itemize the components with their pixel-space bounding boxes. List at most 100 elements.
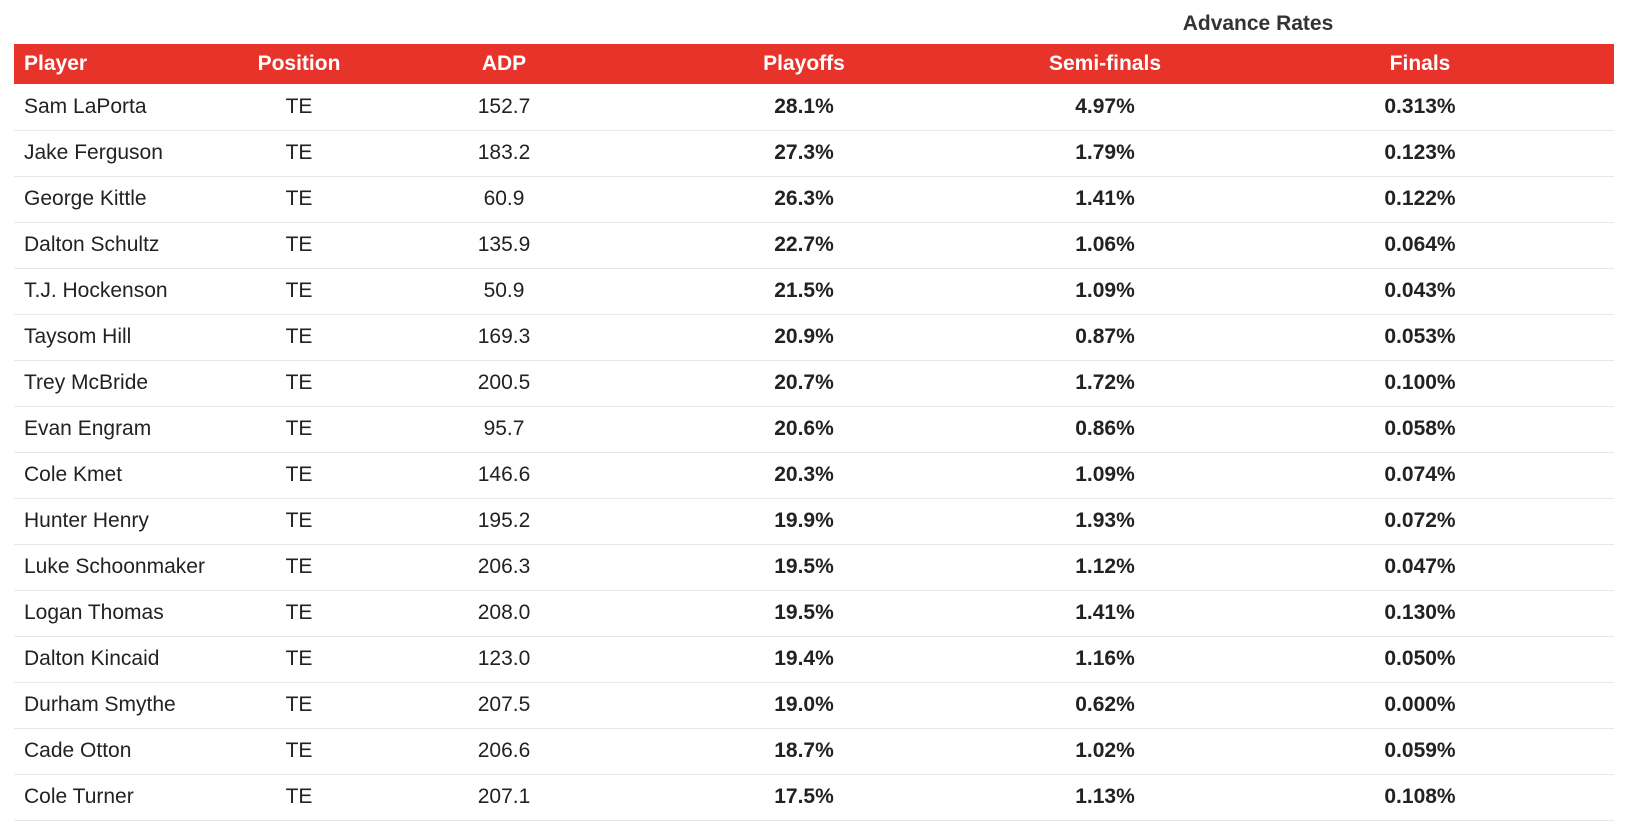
header-adp: ADP [481,52,527,75]
cell-adp: 206.6 [477,739,531,762]
cell-playoffs: 17.5% [774,785,834,808]
advance-rates-table-container: Advance Rates Player Position ADP Playof… [14,0,1614,821]
cell-finals: 0.074% [1384,463,1456,486]
cell-position: TE [285,601,313,624]
cell-semifinals: 1.12% [1075,555,1135,578]
table-row: Cole Kmet TE 146.6 20.3% 1.09% 0.074% [14,452,1614,498]
cell-adp: 183.2 [477,141,531,164]
cell-semifinals: 1.41% [1075,601,1135,624]
table-row: Cole Turner TE 207.1 17.5% 1.13% 0.108% [14,774,1614,820]
cell-semifinals: 1.79% [1075,141,1135,164]
cell-playoffs: 20.6% [774,417,834,440]
cell-semifinals: 0.86% [1075,417,1135,440]
cell-adp: 169.3 [477,325,531,348]
cell-position: TE [285,371,313,394]
cell-playoffs: 28.1% [774,94,834,118]
cell-player: Evan Engram [24,417,152,440]
cell-position: TE [285,233,313,256]
cell-adp: 50.9 [483,279,525,302]
table-row: Hunter Henry TE 195.2 19.9% 1.93% 0.072% [14,498,1614,544]
cell-playoffs: 27.3% [774,141,834,164]
cell-adp: 200.5 [477,371,531,394]
cell-finals: 0.072% [1384,509,1456,532]
cell-playoffs: 19.5% [774,555,834,578]
cell-playoffs: 19.5% [774,601,834,624]
table-row: Logan Thomas TE 208.0 19.5% 1.41% 0.130% [14,590,1614,636]
cell-semifinals: 1.09% [1075,279,1135,302]
cell-playoffs: 20.7% [774,371,834,394]
cell-adp: 95.7 [483,417,525,440]
cell-semifinals: 1.09% [1075,463,1135,486]
table-row: Dalton Schultz TE 135.9 22.7% 1.06% 0.064% [14,222,1614,268]
cell-position: TE [285,187,313,210]
cell-semifinals: 1.72% [1075,371,1135,394]
cell-semifinals: 1.13% [1075,785,1135,808]
table-row: Durham Smythe TE 207.5 19.0% 0.62% 0.000% [14,682,1614,728]
cell-player: Cole Turner [24,785,134,808]
advance-rates-spanner-label: Advance Rates [1182,12,1334,35]
cell-player: Luke Schoonmaker [24,555,205,578]
cell-player: Jake Ferguson [24,141,163,164]
cell-finals: 0.053% [1384,325,1456,348]
cell-position: TE [285,785,313,808]
cell-playoffs: 22.7% [774,233,834,256]
cell-semifinals: 1.41% [1075,187,1135,210]
cell-semifinals: 0.87% [1075,325,1135,348]
cell-position: TE [285,555,313,578]
header-semifinals: Semi-finals [1048,52,1162,75]
column-group-spanner: Advance Rates [14,0,1614,44]
header-playoffs: Playoffs [763,52,845,75]
table-row: Luke Schoonmaker TE 206.3 19.5% 1.12% 0.047% [14,544,1614,590]
header-finals: Finals [1389,52,1451,75]
table-row: Cade Otton TE 206.6 18.7% 1.02% 0.059% [14,728,1614,774]
cell-playoffs: 19.4% [774,647,834,670]
table-body: Sam LaPorta TE 152.7 28.1% 4.97% 0.313% Jake F… [14,84,1614,820]
cell-adp: 135.9 [477,233,531,256]
cell-playoffs: 20.3% [774,463,834,486]
cell-playoffs: 18.7% [774,739,834,762]
cell-adp: 152.7 [477,94,531,118]
cell-finals: 0.047% [1384,555,1456,578]
table-header-row: Player Position ADP Playoffs Semi-finals… [14,44,1614,84]
cell-adp: 123.0 [477,647,531,670]
cell-player: Cole Kmet [24,463,123,486]
cell-finals: 0.108% [1384,785,1456,808]
cell-playoffs: 19.9% [774,509,834,532]
cell-player: Dalton Kincaid [24,647,160,670]
cell-adp: 195.2 [477,509,531,532]
header-position: Position [257,52,341,75]
cell-finals: 0.313% [1384,94,1456,118]
cell-position: TE [285,94,313,118]
cell-semifinals: 4.97% [1075,94,1135,118]
header-player: Player [24,52,88,75]
cell-finals: 0.130% [1384,601,1456,624]
table-row: George Kittle TE 60.9 26.3% 1.41% 0.122% [14,176,1614,222]
cell-position: TE [285,141,313,164]
cell-semifinals: 0.62% [1075,693,1135,716]
cell-player: Logan Thomas [24,601,164,624]
cell-player: Taysom Hill [24,325,132,348]
cell-position: TE [285,279,313,302]
cell-finals: 0.123% [1384,141,1456,164]
cell-semifinals: 1.06% [1075,233,1135,256]
cell-player: George Kittle [24,187,147,210]
table-row: Jake Ferguson TE 183.2 27.3% 1.79% 0.123% [14,130,1614,176]
cell-finals: 0.050% [1384,647,1456,670]
cell-finals: 0.058% [1384,417,1456,440]
cell-player: Hunter Henry [24,509,149,532]
cell-semifinals: 1.93% [1075,509,1135,532]
cell-semifinals: 1.02% [1075,739,1135,762]
cell-player: Trey McBride [24,371,149,394]
cell-position: TE [285,693,313,716]
table-row: Evan Engram TE 95.7 20.6% 0.86% 0.058% [14,406,1614,452]
cell-playoffs: 19.0% [774,693,834,716]
cell-player: Cade Otton [24,739,132,762]
cell-position: TE [285,509,313,532]
cell-finals: 0.059% [1384,739,1456,762]
cell-semifinals: 1.16% [1075,647,1135,670]
table-row: Sam LaPorta TE 152.7 28.1% 4.97% 0.313% [14,84,1614,130]
cell-player: Sam LaPorta [24,94,147,118]
cell-playoffs: 20.9% [774,325,834,348]
cell-playoffs: 26.3% [774,187,834,210]
cell-adp: 208.0 [477,601,531,624]
